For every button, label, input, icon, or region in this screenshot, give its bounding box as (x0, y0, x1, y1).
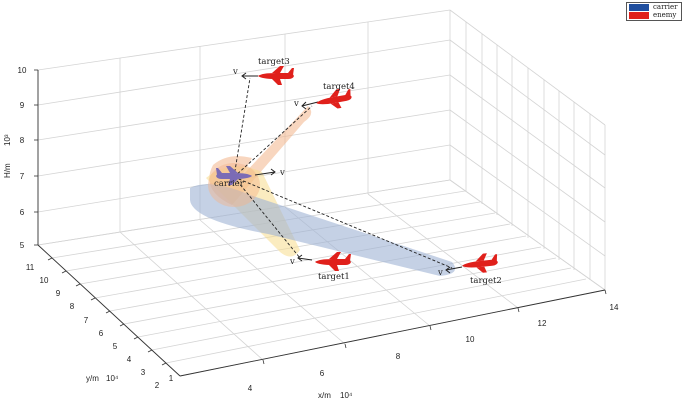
legend-carrier-label: carrier (653, 3, 678, 11)
z-tick-9: 9 (20, 101, 25, 110)
target3-plane (258, 66, 294, 85)
velocity-arrows (241, 72, 463, 274)
z-tick-5: 5 (20, 241, 25, 250)
carrier-swatch (629, 4, 649, 11)
x-tick-4: 4 (248, 384, 253, 393)
carrier-label: carrier (214, 179, 245, 189)
blue-cone (190, 184, 456, 276)
x-tick-6: 6 (320, 369, 325, 378)
legend-item-enemy: enemy (629, 11, 681, 20)
z-tick-10: 10 (18, 66, 27, 75)
z-tick-8: 8 (20, 136, 25, 145)
enemy-swatch (629, 12, 649, 19)
y-tick-10: 10 (40, 276, 49, 285)
z-tick-7: 7 (20, 172, 25, 181)
y-tick-8: 8 (70, 302, 75, 311)
y-tick-2: 2 (155, 381, 160, 390)
z-tick-labels: 10 9 8 7 6 5 (18, 66, 27, 250)
target1-velocity-label: v (289, 257, 295, 267)
target2-label: target2 (470, 276, 502, 286)
y-axis-line (37, 244, 181, 377)
target4-label: target4 (323, 82, 355, 92)
y-axis-exponent: 10⁴ (106, 374, 119, 383)
carrier-velocity-label: v (279, 168, 285, 178)
z-tick-6: 6 (20, 208, 25, 217)
legend-enemy-label: enemy (653, 11, 677, 19)
axes-lines (37, 70, 606, 377)
target1-label: target1 (318, 272, 350, 282)
connection-lines (233, 77, 453, 269)
legend: carrier enemy (626, 2, 682, 21)
target4-velocity-label: v (293, 99, 299, 109)
target2-velocity-label: v (437, 268, 443, 278)
x-tick-10: 10 (466, 335, 475, 344)
x-tick-12: 12 (538, 319, 547, 328)
tick-marks (34, 69, 607, 366)
x-tick-14: 14 (610, 303, 619, 312)
y-tick-3: 3 (141, 368, 146, 377)
x-tick-8: 8 (396, 352, 401, 361)
grid-lines (37, 9, 606, 377)
y-tick-9: 9 (56, 289, 61, 298)
legend-item-carrier: carrier (629, 3, 681, 12)
z-axis-label: H/m (3, 163, 12, 178)
y-axis-label: y/m (86, 374, 99, 383)
y-tick-11: 11 (26, 263, 35, 272)
x-axis-label: x/m (318, 391, 331, 400)
x-tick-labels: 4 6 8 10 12 14 (248, 303, 619, 393)
x-axis-exponent: 10⁴ (340, 391, 353, 400)
y-tick-1: 1 (169, 374, 174, 383)
detection-cones (190, 106, 456, 276)
y-tick-5: 5 (113, 342, 118, 351)
z-axis-exponent: 10³ (3, 134, 12, 146)
y-tick-7: 7 (84, 316, 89, 325)
x-axis-line (179, 289, 606, 377)
y-tick-6: 6 (99, 329, 104, 338)
target3-velocity-label: v (232, 67, 238, 77)
target3-label: target3 (258, 57, 290, 67)
y-tick-4: 4 (127, 355, 132, 364)
